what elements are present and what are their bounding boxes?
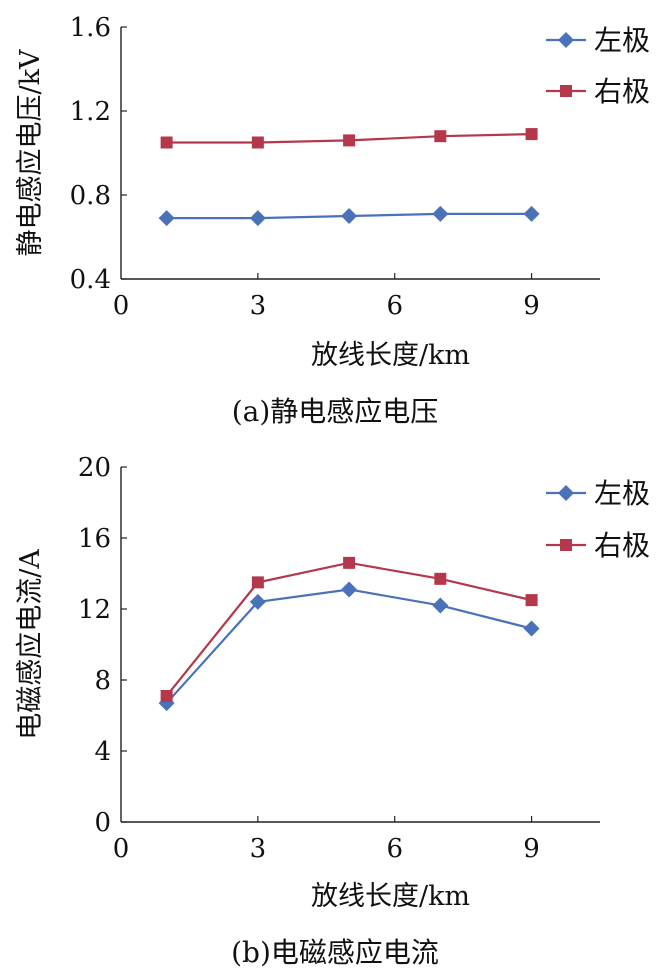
data-point xyxy=(432,205,449,222)
data-point xyxy=(158,210,175,227)
legend-label: 右极 xyxy=(594,529,650,562)
x-axis-label: 放线长度/km xyxy=(311,881,470,912)
chart-panel-b: 0 4 8 12 16 20 0 3 6 9 放线长度/km 电磁感应电流/A (b)电磁感应电流 左极右… xyxy=(15,453,650,969)
data-point xyxy=(523,620,540,637)
x-tick-label: 3 xyxy=(250,291,267,321)
x-tick-label: 6 xyxy=(386,834,403,864)
chart-panel-a: 0.4 0.8 1.2 1.6 0 3 6 9 放线长度/km 静电感应电压/kV (a)静电感应电… xyxy=(15,13,650,428)
legend-item: 左极 xyxy=(546,477,650,510)
y-tick-label: 0.4 xyxy=(70,265,111,295)
x-tick-label: 0 xyxy=(113,834,130,864)
data-point xyxy=(432,597,449,614)
y-tick-label: 16 xyxy=(78,524,111,554)
x-tick-label: 9 xyxy=(523,834,540,864)
series-left-pole xyxy=(158,205,540,227)
data-point xyxy=(160,689,173,702)
y-tick-label: 0.8 xyxy=(70,181,111,211)
data-point xyxy=(341,581,358,598)
y-tick-label: 20 xyxy=(78,453,111,483)
x-tick-label: 3 xyxy=(250,834,267,864)
x-axis-label: 放线长度/km xyxy=(311,340,470,371)
legend-marker xyxy=(560,85,572,97)
legend-label: 左极 xyxy=(594,24,650,57)
y-tick-label: 1.2 xyxy=(70,97,111,127)
data-point xyxy=(249,210,266,227)
data-point xyxy=(525,128,538,141)
legend-marker xyxy=(560,539,572,551)
legend-label: 右极 xyxy=(594,75,650,108)
chart-caption: (a)静电感应电压 xyxy=(232,395,439,428)
legend-item: 右极 xyxy=(546,75,650,108)
legend-marker xyxy=(558,32,574,48)
data-point xyxy=(341,208,358,224)
data-point xyxy=(160,136,173,149)
data-point xyxy=(251,136,264,149)
data-point xyxy=(434,572,447,585)
y-tick-label: 0 xyxy=(94,808,111,838)
data-point xyxy=(434,130,447,143)
series-right-pole xyxy=(160,556,538,702)
data-point xyxy=(251,576,264,589)
data-point xyxy=(525,594,538,607)
x-tick-label: 9 xyxy=(523,291,540,321)
y-tick-label: 8 xyxy=(94,666,111,696)
y-tick-label: 12 xyxy=(78,595,111,625)
legend-item: 左极 xyxy=(546,24,650,57)
series-right-pole xyxy=(160,128,538,149)
legend-label: 左极 xyxy=(594,477,650,510)
legend-marker xyxy=(558,485,574,501)
legend-item: 右极 xyxy=(546,529,650,562)
y-axis-label: 电磁感应电流/A xyxy=(15,549,46,740)
chart-caption: (b)电磁感应电流 xyxy=(231,936,439,969)
y-axis-label: 静电感应电压/kV xyxy=(15,49,46,256)
x-tick-label: 6 xyxy=(386,291,403,321)
series-line xyxy=(165,588,532,704)
y-tick-label: 4 xyxy=(94,737,111,767)
data-point xyxy=(249,593,266,610)
x-tick-label: 0 xyxy=(113,291,130,321)
data-point xyxy=(523,205,540,222)
data-point xyxy=(343,134,356,147)
data-point xyxy=(343,556,356,569)
y-tick-label: 1.6 xyxy=(70,13,111,43)
series-left-pole xyxy=(158,581,540,712)
